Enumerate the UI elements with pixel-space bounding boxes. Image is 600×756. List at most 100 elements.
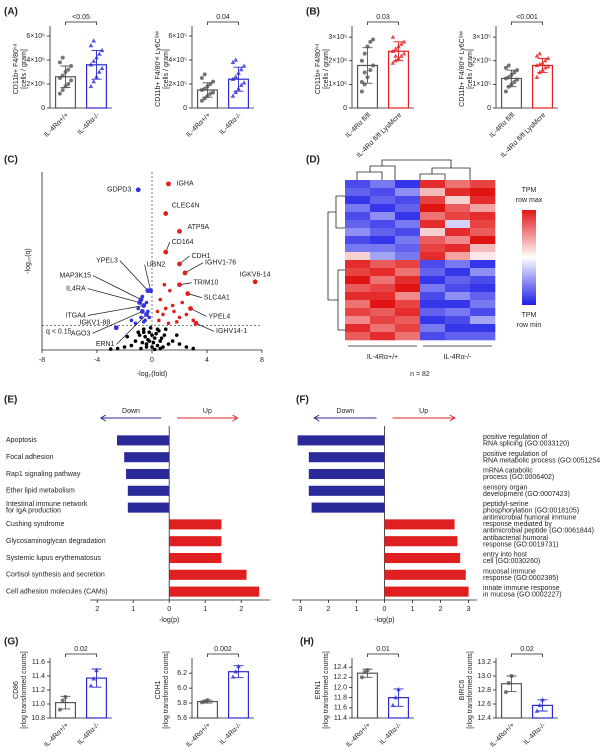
direction-arrow [313,414,377,422]
heatmap-cell [370,284,396,293]
leader-line [190,308,207,317]
data-point [398,53,404,58]
data-point [166,321,171,326]
gene-label: SLC4A1 [204,294,230,301]
heatmap-cell [420,332,446,341]
y-axis-label: CD11b+ F4/80ⁱⁿᵗ Ly6Cˡᵒʷ [458,31,466,107]
x-tick-label: IL-4Rα+/+ [185,722,212,749]
data-point [515,77,520,82]
data-point [202,72,207,77]
y-tick-label: 0 [487,105,491,112]
gene-label: ERN1 [96,341,115,348]
y-tick-label: 4×10⁶ [26,57,45,64]
category-label: antibacterial humoral [483,535,548,542]
gene-label: AGO3 [71,330,91,337]
heatmap-cell [470,244,496,253]
data-point [233,74,239,79]
data-point [534,53,540,58]
y-axis-unit: [rlog transformed counts] [467,651,474,728]
data-point [141,330,146,335]
heatmap-cell [470,180,496,189]
gene-label: YPEL4 [209,313,231,320]
heatmap-cell [445,292,471,301]
y-axis-unit: [cells / gram] [21,49,28,89]
x-tick-label: IL-4Rα-/- [77,111,102,136]
heatmap-cell [395,204,421,213]
heatmap-cell [395,276,421,285]
gene-label: IGHA [177,181,194,188]
data-point [365,668,370,673]
n-label: n = 82 [410,371,430,378]
data-point [99,65,105,71]
heatmap-cell [420,228,446,237]
data-point [396,686,401,692]
data-point [509,72,514,77]
data-point [141,327,146,332]
data-point [135,187,141,193]
data-point [199,98,204,103]
data-point [233,89,239,95]
heatmap-cell [420,316,446,325]
data-point [230,59,236,65]
x-tick-label: IL-4Rα+/+ [43,112,70,139]
heatmap-cell [445,332,471,341]
heatmap-cell [395,252,421,261]
data-point [157,328,161,333]
data-point [143,334,147,339]
data-point [139,309,145,314]
data-point [88,83,94,89]
heatmap-cell [470,284,496,293]
heatmap-cell [370,188,396,197]
data-point [154,331,158,336]
data-point [509,674,514,678]
y-tick-label: 0 [343,105,347,112]
data-point [537,702,543,708]
data-point [99,47,105,53]
data-point [241,80,247,85]
data-point [161,345,165,349]
heatmap-cell [345,284,371,293]
y-tick-label: 12.6 [477,701,491,708]
data-point [390,60,396,65]
data-point [238,67,244,72]
data-point [57,91,62,96]
category-label: Systemic lupus erythematosus [6,555,101,562]
y-tick-label: 2×10⁶ [328,58,347,65]
y-tick-label: 10.8 [31,715,45,722]
data-point [185,291,191,297]
heatmap-cell [445,308,471,317]
data-point [512,70,517,75]
data-point [362,51,367,56]
data-point [393,58,399,63]
heatmap-cell [345,260,371,269]
legend-label: Up [203,408,212,415]
data-point [63,84,68,89]
threshold-label: q < 0.15 [46,329,72,336]
data-point [180,300,185,305]
data-point [503,89,508,94]
y-tick-label: 12.4 [333,664,347,671]
data-point [238,82,244,87]
color-scale [522,210,536,305]
category-label: antimicrobial humoral immune [483,515,576,522]
data-point [506,681,511,685]
data-point [91,79,97,84]
heatmap-cell [420,284,446,293]
heatmap-cell [445,188,471,197]
data-point [177,261,182,267]
data-point [202,86,207,91]
data-point [393,695,399,700]
leader-line [87,305,144,316]
heatmap-cell [395,284,421,293]
data-point [362,670,367,675]
y-tick-label: 6×10⁵ [168,33,187,40]
heatmap-cell [395,332,421,341]
x-axis-label: -log₂(fold) [137,371,167,378]
heatmap-cell [345,188,371,197]
data-point [252,279,258,285]
heatmap-cell [470,276,496,285]
p-value: <0.05 [72,14,90,21]
heatmap-cell [420,300,446,309]
data-point [401,51,407,56]
leader-line [187,293,202,298]
